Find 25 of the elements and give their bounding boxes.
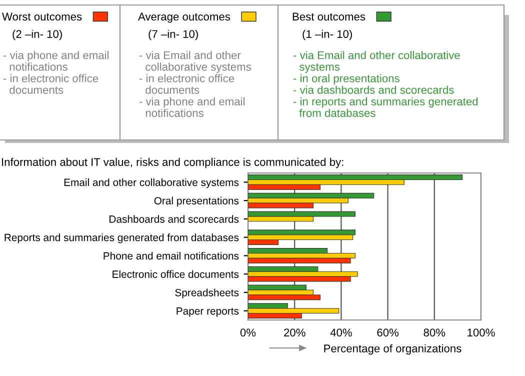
text: (1 –in- 10) <box>302 30 352 40</box>
text: (7 –in- 10) <box>148 30 198 40</box>
x-tick-label: 0% <box>240 328 256 336</box>
x-tick-label: 20% <box>284 328 306 336</box>
y-tick-label: Spreadsheets <box>175 288 239 298</box>
y-tick-label: Phone and email notifications <box>104 252 239 260</box>
y-tick-label: Oral presentations <box>154 196 239 206</box>
legend-label: Average outcomes <box>138 12 230 23</box>
y-tick-label: Reports and summaries generated from databases <box>4 234 239 244</box>
x-axis-title: Percentage of organizations <box>324 344 462 355</box>
x-tick-label: 80% <box>424 328 446 336</box>
y-tick-label: Electronic office documents <box>112 270 239 278</box>
text: - via Email and other collaborative systems - in electronic office documents - via phone and email notifications <box>139 51 251 117</box>
legend-label: Best outcomes <box>292 12 366 21</box>
y-tick-label: Email and other collaborative systems <box>64 178 239 188</box>
text: (2 –in- 10) <box>12 30 62 40</box>
x-tick-label: 40% <box>330 328 352 336</box>
chart-title: Information about IT value, risks and compliance is communicated by: <box>2 158 344 168</box>
x-tick-label: 60% <box>377 328 399 336</box>
x-tick-label: 100% <box>468 328 495 336</box>
text: - via phone and email notifications - in electronic office documents <box>3 51 108 94</box>
legend-label: Worst outcomes <box>2 12 82 21</box>
y-tick-label: Paper reports <box>176 307 239 317</box>
text: - via Email and other collaborative systems - in oral presentations - via dashboards and scorecards - in reports and summaries generated from databases <box>293 51 478 117</box>
y-tick-label: Dashboards and scorecards <box>110 215 239 223</box>
